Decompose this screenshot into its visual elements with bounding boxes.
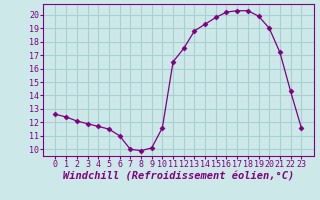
X-axis label: Windchill (Refroidissement éolien,°C): Windchill (Refroidissement éolien,°C) xyxy=(63,172,294,182)
